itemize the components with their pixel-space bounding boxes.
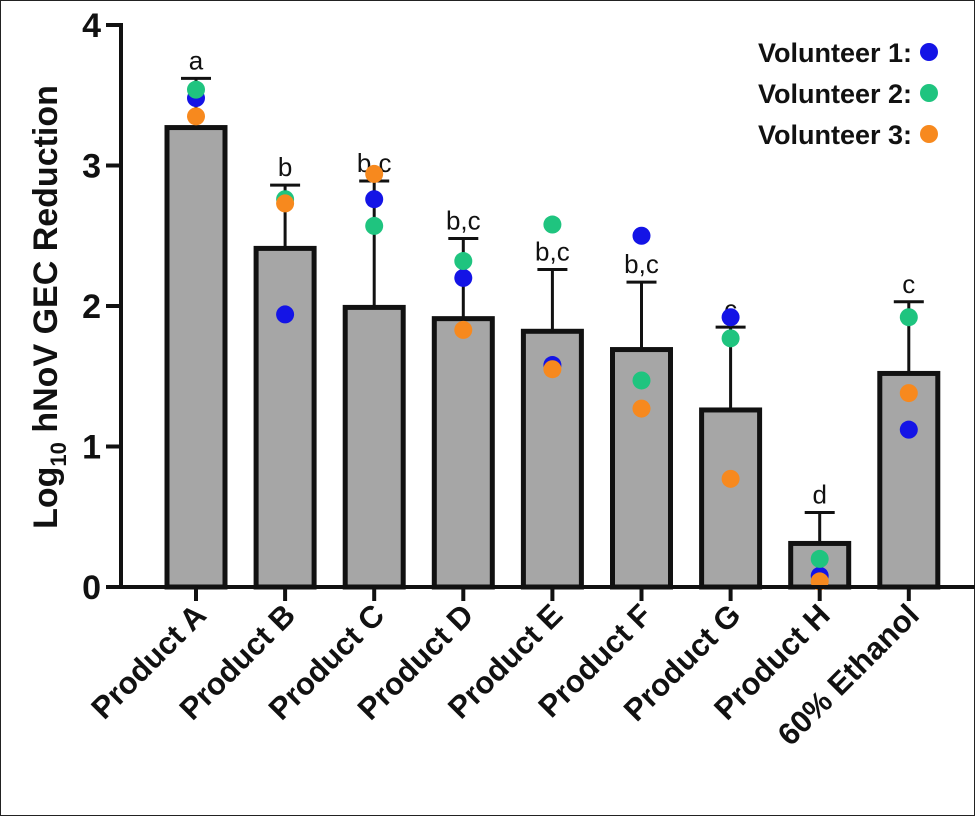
legend-marker <box>920 125 938 143</box>
bar <box>431 316 495 590</box>
significance-letter: a <box>189 45 204 75</box>
data-point <box>365 190 384 209</box>
y-tick-label: 3 <box>82 148 101 186</box>
data-point <box>632 399 651 418</box>
y-axis-label-subscript: 10 <box>46 442 71 466</box>
significance-letter: d <box>812 480 826 510</box>
significance-letter: c <box>902 269 915 299</box>
data-point <box>365 164 384 183</box>
bar <box>253 245 317 590</box>
data-point <box>454 268 473 287</box>
y-axis-label-rest: hNoV GEC Reduction <box>27 85 65 442</box>
y-axis-label-log: Log <box>27 467 65 529</box>
legend-label: Volunteer 3: <box>758 120 912 150</box>
data-point <box>454 252 473 271</box>
legend-label: Volunteer 2: <box>758 79 912 109</box>
data-point <box>632 371 651 390</box>
data-point <box>187 107 205 126</box>
data-point <box>899 420 918 439</box>
legend: Volunteer 1: Volunteer 2: Volunteer 3: <box>758 38 938 150</box>
significance-letter: b <box>278 152 292 182</box>
data-point <box>543 215 562 234</box>
data-point <box>365 216 384 235</box>
bar <box>699 407 763 590</box>
data-point <box>454 320 473 339</box>
bar <box>877 370 941 590</box>
data-point <box>721 329 740 348</box>
significance-letter: b,c <box>446 206 481 236</box>
data-point <box>899 308 918 327</box>
bar <box>164 125 228 590</box>
legend-marker <box>920 43 938 61</box>
y-axis-label: Log10 hNoV GEC Reduction <box>27 85 71 529</box>
data-point <box>721 308 740 327</box>
data-point <box>276 194 295 213</box>
data-point <box>632 226 651 245</box>
significance-letter: b,c <box>535 236 570 266</box>
data-point <box>187 80 205 99</box>
svg-text:Log10 hNoV GEC Reduction: Log10 hNoV GEC Reduction <box>27 85 71 529</box>
bar <box>342 304 406 590</box>
data-point <box>721 469 740 488</box>
data-point <box>276 305 295 324</box>
significance-letter: b,c <box>624 249 659 279</box>
y-tick-label: 0 <box>82 569 101 607</box>
data-point <box>899 384 918 403</box>
y-tick-label: 2 <box>82 288 101 326</box>
y-tick-label: 1 <box>82 429 101 467</box>
data-point <box>543 360 562 379</box>
legend-marker <box>920 84 938 102</box>
y-tick-label: 4 <box>82 7 101 45</box>
data-point <box>810 549 829 568</box>
legend-label: Volunteer 1: <box>758 38 912 68</box>
